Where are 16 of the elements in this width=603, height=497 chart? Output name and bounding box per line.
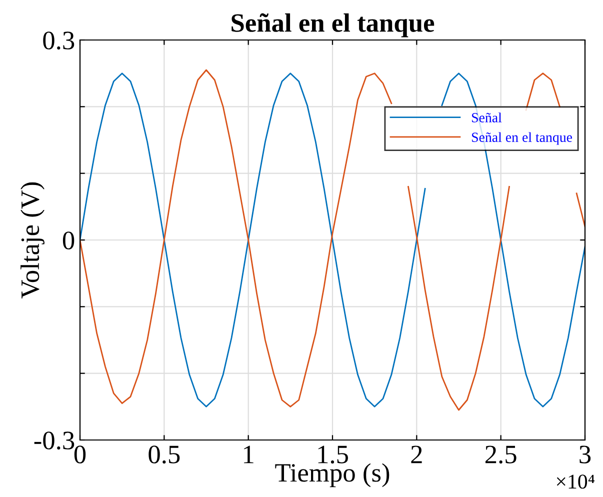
x-tick-label: 2 — [411, 446, 422, 464]
text: ×10⁴ — [556, 474, 595, 489]
x-tick-label: 0 — [74, 446, 86, 464]
x-axis-title: Tiempo (s) — [275, 463, 390, 488]
chart-title: Señal en el tanque — [232, 13, 434, 38]
legend-label: Señal — [472, 112, 502, 122]
x-tick-label: 2.5 — [486, 446, 516, 464]
x-tick-label: 3 — [580, 446, 591, 464]
y-axis-title: Voltaje (V) — [20, 182, 44, 298]
x-tick-label: 0.5 — [148, 446, 180, 464]
y-tick-label: 0 — [62, 232, 74, 250]
legend-label: Señal en el tanque — [472, 132, 572, 145]
x-tick-label: 1.5 — [318, 446, 348, 464]
y-tick-label: -0.3 — [34, 432, 74, 450]
y-tick-label: 0.3 — [43, 32, 74, 50]
x-tick-label: 1 — [244, 446, 254, 464]
